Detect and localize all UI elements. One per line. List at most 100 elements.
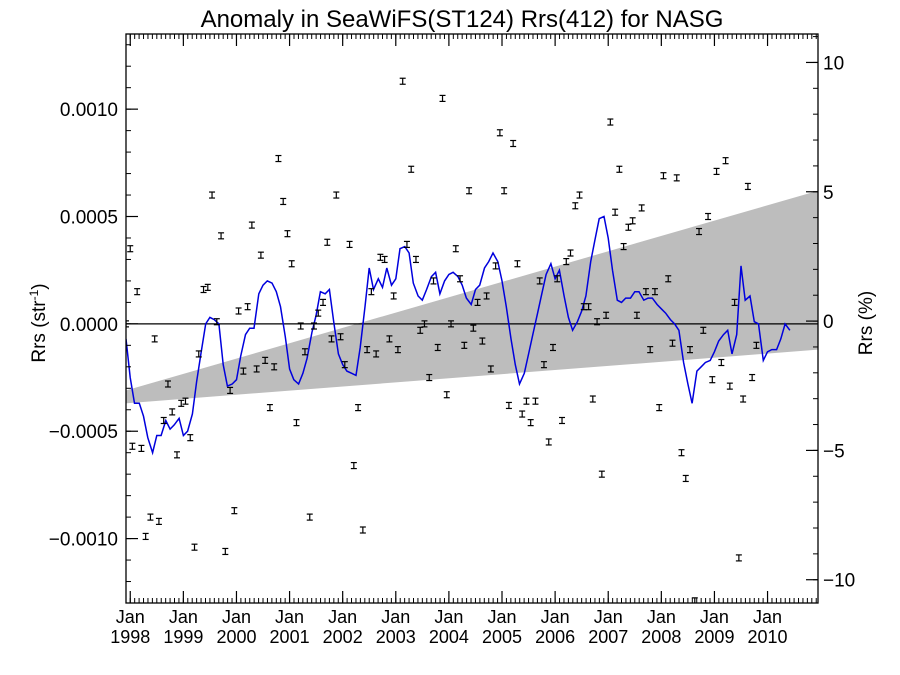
data-point (315, 309, 322, 317)
data-point (129, 442, 136, 450)
data-point (532, 397, 539, 405)
x-tick-month-label: Jan (328, 607, 357, 627)
data-point (629, 217, 636, 225)
x-tick-year-label: 1999 (163, 627, 203, 647)
data-point (616, 165, 623, 173)
data-point (266, 404, 273, 412)
data-point (559, 416, 566, 425)
data-point (155, 517, 162, 526)
data-point (337, 333, 344, 341)
y-right-tick-label: −5 (823, 441, 845, 462)
data-point (496, 129, 503, 137)
y-left-tick-label: −0.0005 (49, 422, 118, 443)
data-point (187, 434, 194, 442)
data-point (373, 350, 380, 358)
data-point (665, 275, 672, 283)
x-tick-month-label: Jan (594, 607, 623, 627)
data-point (638, 204, 645, 212)
data-point (297, 322, 304, 330)
x-tick-year-label: 2000 (216, 627, 256, 647)
data-point (457, 275, 464, 283)
data-point (612, 208, 619, 216)
x-tick-year-label: 2006 (535, 627, 575, 647)
x-tick-year-label: 1998 (110, 627, 150, 647)
data-point (549, 343, 556, 352)
data-point (386, 335, 393, 343)
data-point (209, 191, 216, 199)
y-right-tick-label: 5 (823, 183, 834, 204)
data-point (240, 367, 247, 375)
data-point (151, 335, 158, 343)
data-point (567, 249, 574, 257)
data-point (660, 172, 667, 180)
data-point (466, 187, 473, 195)
model-line (126, 215, 791, 456)
y-left-axis-title-main: Rrs (str (29, 300, 50, 363)
data-point (735, 554, 742, 562)
data-point (487, 365, 494, 373)
x-tick-year-label: 2008 (641, 627, 681, 647)
data-point (726, 382, 733, 390)
data-point (248, 221, 255, 229)
data-point (540, 361, 547, 369)
data-point (647, 346, 654, 354)
data-point (275, 154, 282, 163)
data-point (390, 292, 397, 300)
data-point (328, 335, 335, 343)
data-point (127, 245, 134, 253)
x-tick-month-label: Jan (222, 607, 251, 627)
x-tick-month-label: Jan (381, 607, 410, 627)
data-point (301, 348, 308, 356)
data-point (311, 322, 318, 330)
chart-title: Anomaly in SeaWiFS(ST124) Rrs(412) for N… (201, 6, 724, 33)
data-point (213, 318, 220, 326)
data-point (147, 513, 154, 521)
data-point (753, 341, 760, 349)
data-point (231, 507, 238, 515)
uncertainty-band (126, 190, 818, 404)
data-point (350, 461, 357, 470)
data-point (355, 404, 362, 412)
y-right-tick-label: −10 (823, 571, 855, 592)
x-tick-month-label: Jan (647, 607, 676, 627)
data-point (700, 326, 707, 334)
y-right-axis-title: Rrs (%) (856, 291, 877, 355)
data-point (333, 191, 340, 199)
x-tick-month-label: Jan (541, 607, 570, 627)
data-point (687, 346, 694, 354)
data-point (222, 547, 229, 556)
data-point (527, 419, 534, 427)
data-point (218, 232, 225, 240)
x-tick-month-label: Jan (116, 607, 145, 627)
x-tick-month-label: Jan (169, 607, 198, 627)
data-point (341, 361, 348, 369)
data-point (523, 397, 530, 405)
x-tick-month-label: Jan (753, 607, 782, 627)
data-point (306, 513, 313, 521)
data-point (673, 174, 680, 182)
data-point (713, 167, 720, 176)
y-left-axis-title: Rrs (str-1) (27, 283, 50, 362)
y-right-tick-label: 0 (823, 312, 834, 333)
data-point (607, 118, 614, 126)
data-point (320, 298, 327, 306)
x-tick-month-label: Jan (434, 607, 463, 627)
data-point (620, 242, 627, 251)
data-point (740, 395, 747, 403)
data-point (403, 240, 410, 249)
data-point (656, 404, 663, 412)
data-point (324, 238, 331, 246)
data-point (426, 373, 433, 382)
data-point (461, 341, 468, 349)
data-point (364, 346, 371, 354)
data-point (359, 526, 366, 534)
data-point (492, 262, 499, 270)
data-point (696, 227, 703, 236)
data-point (126, 320, 129, 328)
data-point (182, 397, 189, 405)
data-point (642, 288, 649, 296)
plot-frame (125, 33, 819, 604)
x-tick-year-label: 2002 (323, 627, 363, 647)
data-point (262, 356, 269, 364)
